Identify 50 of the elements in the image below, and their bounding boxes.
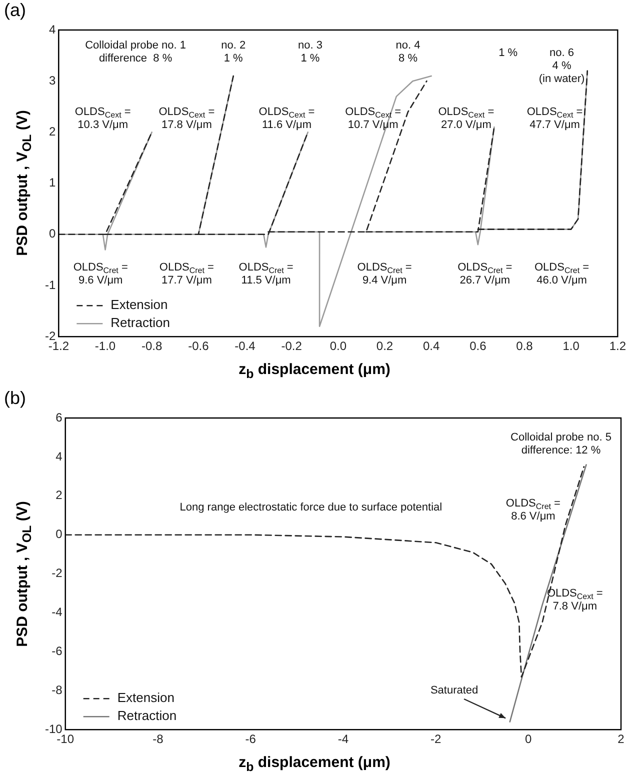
- x-tick-label: 2: [618, 732, 625, 746]
- x-axis-title: z$_{b}$ displacement (μm): [238, 361, 392, 381]
- x-tick-label: 1.0: [562, 339, 580, 354]
- y-tick-label: -4: [52, 605, 63, 620]
- x-tick-label: 0: [525, 732, 532, 746]
- legend-label: Retraction: [117, 708, 177, 724]
- legend-label: Extension: [117, 690, 174, 706]
- x-tick-label: -8: [152, 732, 164, 746]
- x-tick-label: -0.2: [281, 339, 302, 354]
- y-tick-label: 4: [56, 449, 63, 464]
- x-tick-label: -0.4: [234, 339, 256, 354]
- x-tick-label: 1.2: [609, 339, 626, 354]
- y-tick-label: -8: [52, 682, 63, 697]
- y-tick-label: 1: [48, 176, 56, 190]
- x-tick-label: -2: [430, 732, 442, 746]
- annotation: Long range electrostatic force due to surface potential: [180, 502, 442, 514]
- y-tick-label: -10: [45, 722, 63, 736]
- chart-title: (a): [4, 0, 26, 21]
- annotation: Colloidal probe no. 1 difference 8 %: [85, 39, 186, 64]
- y-tick-label: 4: [48, 22, 56, 36]
- legend-label: Retraction: [110, 315, 170, 330]
- y-tick-label: 0: [48, 226, 56, 241]
- y-tick-label: -1: [45, 278, 56, 292]
- x-tick-label: -0.6: [188, 339, 210, 354]
- x-tick-label: 0.2: [376, 339, 394, 354]
- x-tick-label: 0.4: [422, 339, 440, 354]
- annotation: 1 %: [498, 47, 518, 60]
- x-tick-label: -0.8: [141, 339, 162, 354]
- annotation: Colloidal probe no. 5 difference: 12 %: [510, 432, 612, 457]
- chart-title: (b): [4, 388, 26, 409]
- x-tick-label: 0.6: [470, 339, 487, 354]
- y-tick-label: 3: [48, 73, 56, 88]
- annotation: no. 2 1 %: [221, 39, 246, 64]
- x-tick-label: 0.8: [516, 339, 534, 354]
- y-tick-label: -2: [52, 566, 63, 580]
- y-tick-label: 2: [48, 124, 56, 139]
- annotation: no. 6 4 % (in water): [538, 47, 585, 86]
- y-tick-label: 0: [56, 527, 63, 542]
- x-axis-title: z$_{b}$ displacement (μm): [238, 754, 392, 774]
- x-tick-label: 0.0: [330, 339, 347, 354]
- y-tick-label: 6: [56, 410, 63, 424]
- y-tick-label: 2: [56, 488, 63, 502]
- x-tick-label: -1.0: [94, 339, 116, 354]
- annotation: no. 3 1 %: [298, 39, 322, 64]
- x-tick-label: -4: [338, 732, 349, 746]
- annotation: no. 4 8 %: [396, 39, 420, 64]
- x-tick-label: -6: [245, 732, 256, 746]
- annotation: Saturated: [430, 684, 478, 697]
- legend-label: Extension: [110, 297, 168, 312]
- y-tick-label: -6: [52, 644, 63, 658]
